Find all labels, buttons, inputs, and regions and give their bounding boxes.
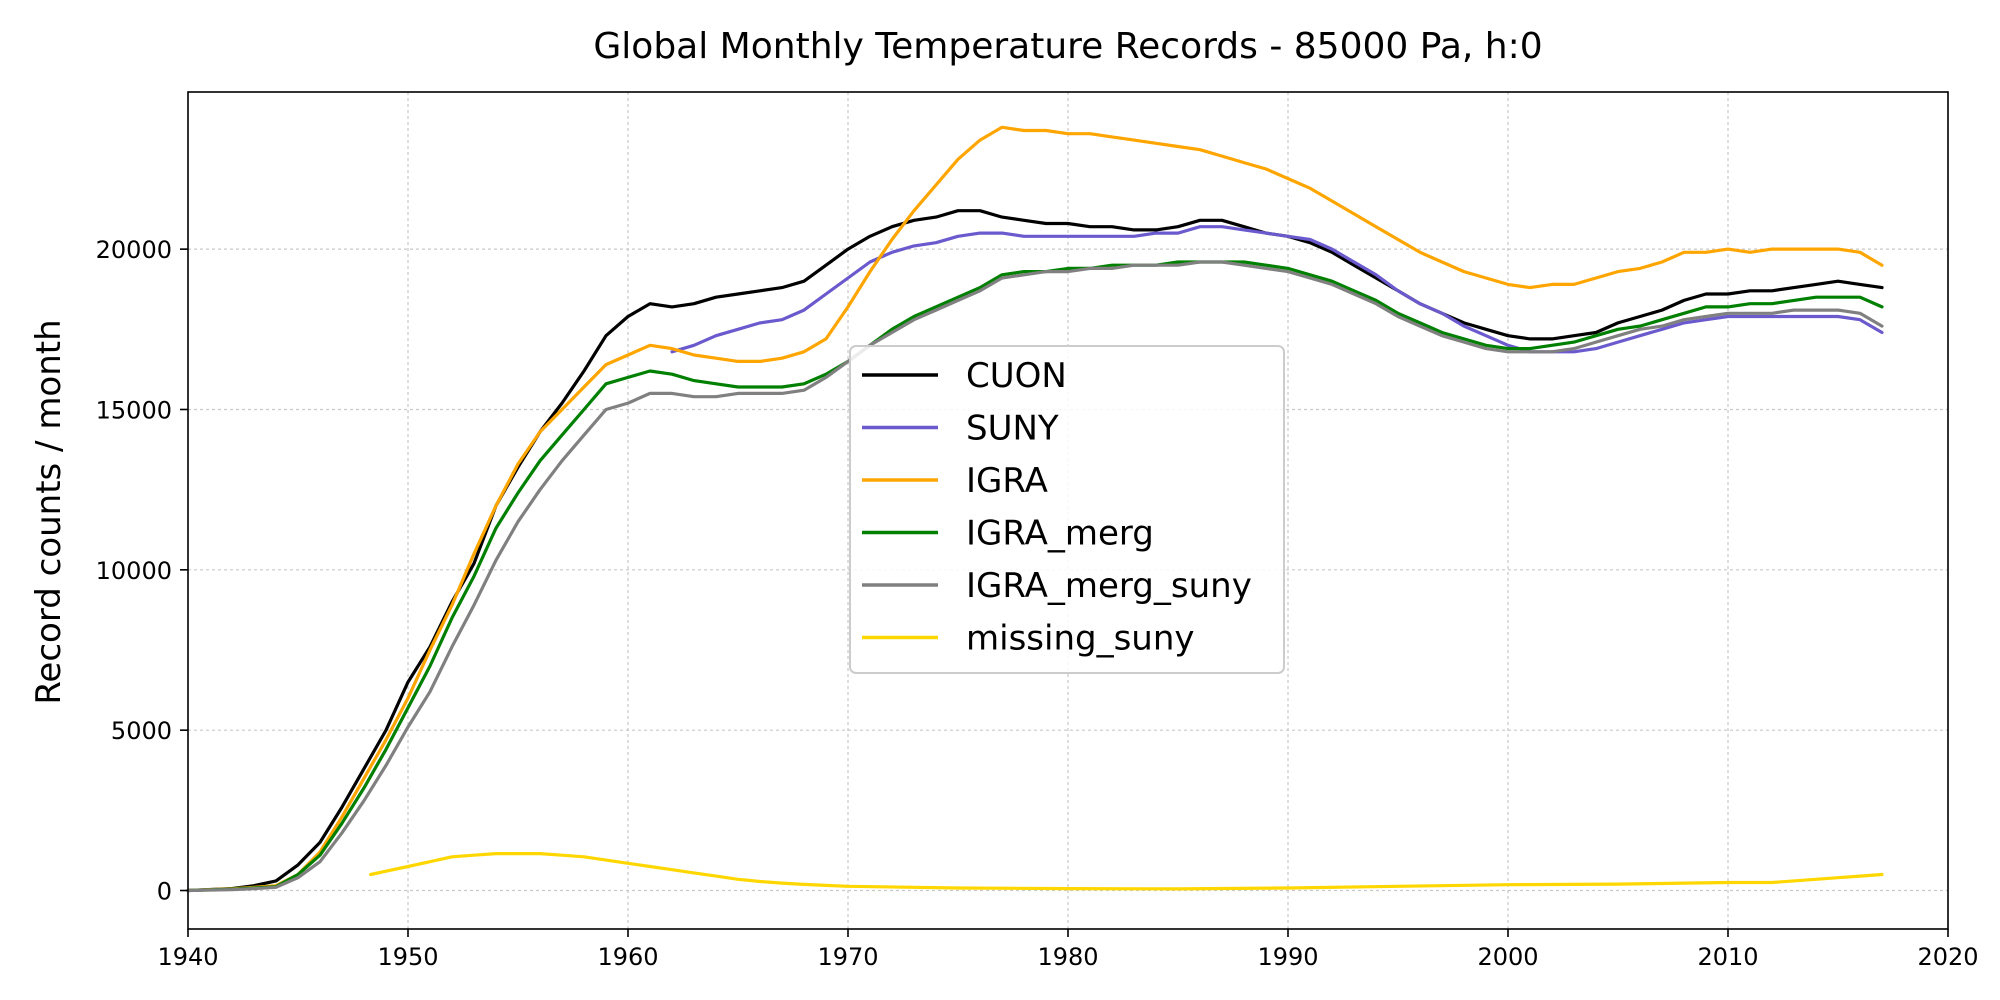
legend-label-igra-merg: IGRA_merg	[966, 514, 1154, 554]
y-tick-label: 5000	[111, 717, 172, 745]
x-tick-label: 1950	[377, 943, 438, 971]
chart-title: Global Monthly Temperature Records - 850…	[593, 26, 1542, 67]
series-line-suny	[670, 225, 1884, 354]
legend-label-igra-merg-suny: IGRA_merg_suny	[966, 566, 1252, 606]
legend-label-suny: SUNY	[966, 409, 1059, 449]
legend-label-cuon: CUON	[966, 356, 1067, 396]
y-tick-label: 0	[157, 878, 172, 906]
x-tick-label: 1960	[597, 943, 658, 971]
y-tick-label: 15000	[96, 396, 172, 424]
series-line-igra-merg-suny	[186, 260, 1884, 893]
x-tick-label: 1990	[1257, 943, 1318, 971]
x-tick-label: 2010	[1697, 943, 1758, 971]
x-tick-label: 1940	[157, 943, 218, 971]
y-tick-label: 10000	[96, 557, 172, 585]
x-tick-label: 1980	[1037, 943, 1098, 971]
x-tick-label: 2020	[1917, 943, 1978, 971]
y-axis-label: Record counts / month	[29, 319, 69, 704]
x-tick-label: 2000	[1477, 943, 1538, 971]
y-tick-label: 20000	[96, 236, 172, 264]
series-lines	[186, 125, 1884, 893]
legend-box	[849, 345, 1285, 674]
legend-label-igra: IGRA	[966, 461, 1048, 501]
axis-ticks: 1940 1950 1960 1970 1980 1990 2000 2010 2020 0 500…	[96, 236, 1979, 971]
x-tick-label: 1970	[817, 943, 878, 971]
series-line-igra	[186, 125, 1884, 893]
series-line-missing-suny	[369, 851, 1884, 891]
legend: CUON SUNY IGRA IGRA_merg IGRA_merg_sunymissi…	[849, 345, 1285, 674]
legend-label-missing-suny: missing_suny	[966, 619, 1195, 659]
